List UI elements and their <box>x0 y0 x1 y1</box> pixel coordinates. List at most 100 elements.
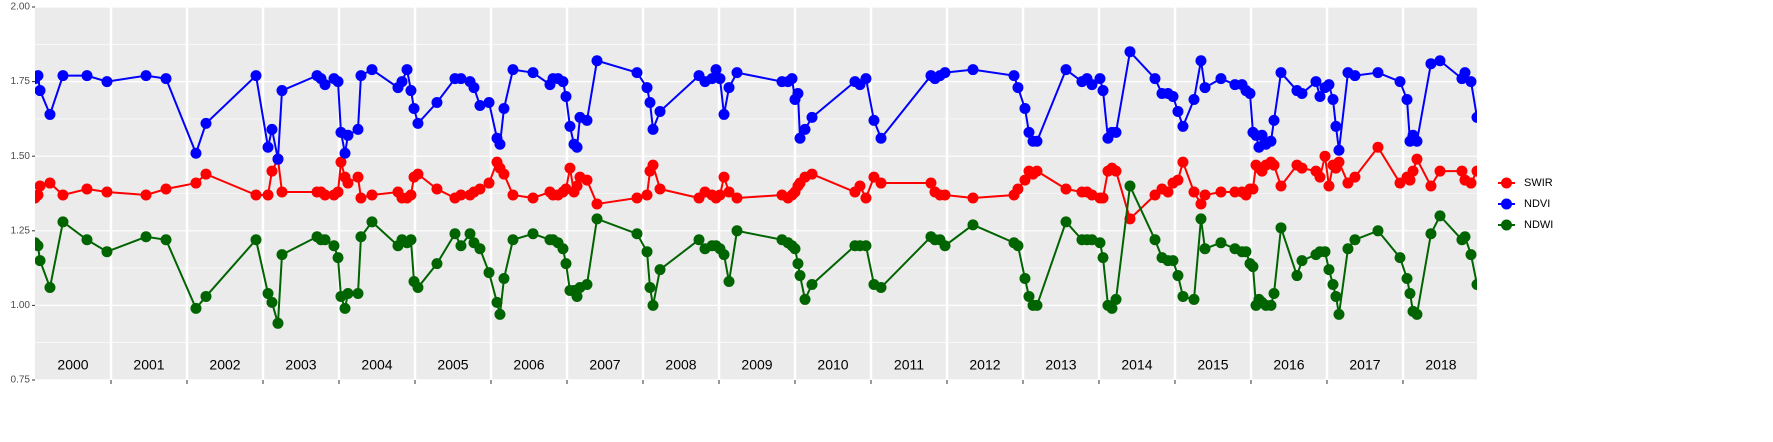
point <box>498 273 510 285</box>
point <box>1459 231 1471 243</box>
point <box>474 99 486 111</box>
point <box>581 114 593 126</box>
point <box>1404 174 1416 186</box>
point <box>799 293 811 305</box>
point <box>571 180 583 192</box>
point <box>1177 156 1189 168</box>
point <box>806 111 818 123</box>
point <box>644 96 656 108</box>
point <box>328 240 340 252</box>
legend-label: NDVI <box>1524 198 1550 210</box>
point <box>250 189 262 201</box>
point <box>527 192 539 204</box>
point <box>1333 308 1345 320</box>
point <box>641 189 653 201</box>
point <box>875 177 887 189</box>
plot-marks <box>35 46 1477 329</box>
point <box>200 168 212 180</box>
point <box>366 64 378 76</box>
point <box>868 114 880 126</box>
point <box>1333 144 1345 156</box>
point <box>1434 210 1446 222</box>
point <box>483 177 495 189</box>
point <box>507 64 519 76</box>
point <box>1019 273 1031 285</box>
point <box>723 276 735 288</box>
point <box>647 123 659 135</box>
point <box>789 243 801 255</box>
point <box>319 79 331 91</box>
point <box>342 129 354 141</box>
point <box>581 279 593 291</box>
point <box>1394 252 1406 264</box>
year-label: 2003 <box>285 357 316 373</box>
point <box>1275 180 1287 192</box>
point <box>794 132 806 144</box>
point <box>319 189 331 201</box>
point <box>1411 153 1423 165</box>
point <box>1215 237 1227 249</box>
point <box>1323 264 1335 276</box>
point <box>266 123 278 135</box>
y-tick-label: 0.75 <box>11 375 31 386</box>
point <box>464 228 476 240</box>
point <box>714 189 726 201</box>
point <box>1094 73 1106 85</box>
year-label: 2005 <box>437 357 468 373</box>
point <box>1333 156 1345 168</box>
y-tick-label: 1.00 <box>11 300 31 311</box>
point <box>449 228 461 240</box>
y-tick-label: 2.00 <box>11 2 31 13</box>
point <box>355 231 367 243</box>
point <box>366 189 378 201</box>
point <box>262 287 274 299</box>
point <box>1019 174 1031 186</box>
point <box>1319 150 1331 162</box>
point <box>1327 279 1339 291</box>
point <box>631 192 643 204</box>
point <box>160 73 172 85</box>
point <box>557 243 569 255</box>
point <box>1060 183 1072 195</box>
point <box>693 234 705 246</box>
year-label: 2015 <box>1197 357 1228 373</box>
year-label: 2000 <box>57 357 88 373</box>
point <box>507 189 519 201</box>
point <box>1177 120 1189 132</box>
point <box>1097 252 1109 264</box>
point <box>190 147 202 159</box>
point <box>1031 135 1043 147</box>
point <box>1195 213 1207 225</box>
point <box>1172 174 1184 186</box>
point <box>266 165 278 177</box>
point <box>1372 225 1384 237</box>
point <box>1188 186 1200 198</box>
point <box>507 234 519 246</box>
point <box>967 64 979 76</box>
point <box>35 180 46 192</box>
point <box>1110 165 1122 177</box>
point <box>527 67 539 79</box>
year-label: 2013 <box>1045 357 1076 373</box>
point <box>431 258 443 270</box>
point <box>860 73 872 85</box>
point <box>81 70 93 82</box>
point <box>431 96 443 108</box>
point <box>81 183 93 195</box>
point <box>57 70 69 82</box>
year-label: 2011 <box>894 357 924 373</box>
point <box>1275 222 1287 234</box>
point <box>1323 180 1335 192</box>
point <box>1310 76 1322 88</box>
point <box>654 264 666 276</box>
point <box>1330 120 1342 132</box>
point <box>319 234 331 246</box>
point <box>355 192 367 204</box>
point <box>190 177 202 189</box>
point <box>718 108 730 120</box>
point <box>860 192 872 204</box>
point <box>276 85 288 97</box>
point <box>140 189 152 201</box>
point <box>498 168 510 180</box>
point <box>641 246 653 258</box>
